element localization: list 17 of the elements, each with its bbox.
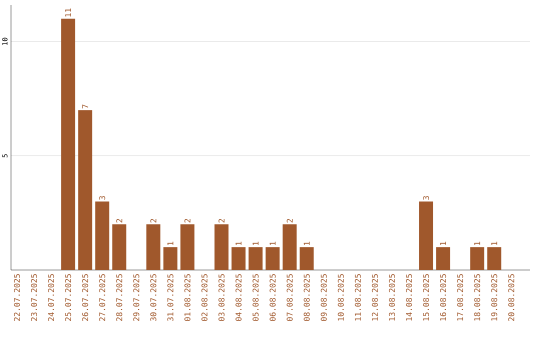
bar	[180, 224, 194, 270]
bar	[419, 201, 434, 270]
bar	[214, 224, 228, 270]
bar	[470, 247, 484, 270]
bar	[146, 224, 160, 270]
bar	[282, 224, 297, 270]
bar	[78, 110, 92, 270]
bar	[487, 247, 502, 270]
bar	[95, 201, 110, 270]
bar	[232, 247, 246, 270]
bar	[112, 224, 126, 270]
bar	[163, 247, 178, 270]
bar	[300, 247, 314, 270]
bar	[436, 247, 450, 270]
bar	[266, 247, 280, 270]
bar	[61, 18, 76, 270]
bar	[248, 247, 263, 270]
